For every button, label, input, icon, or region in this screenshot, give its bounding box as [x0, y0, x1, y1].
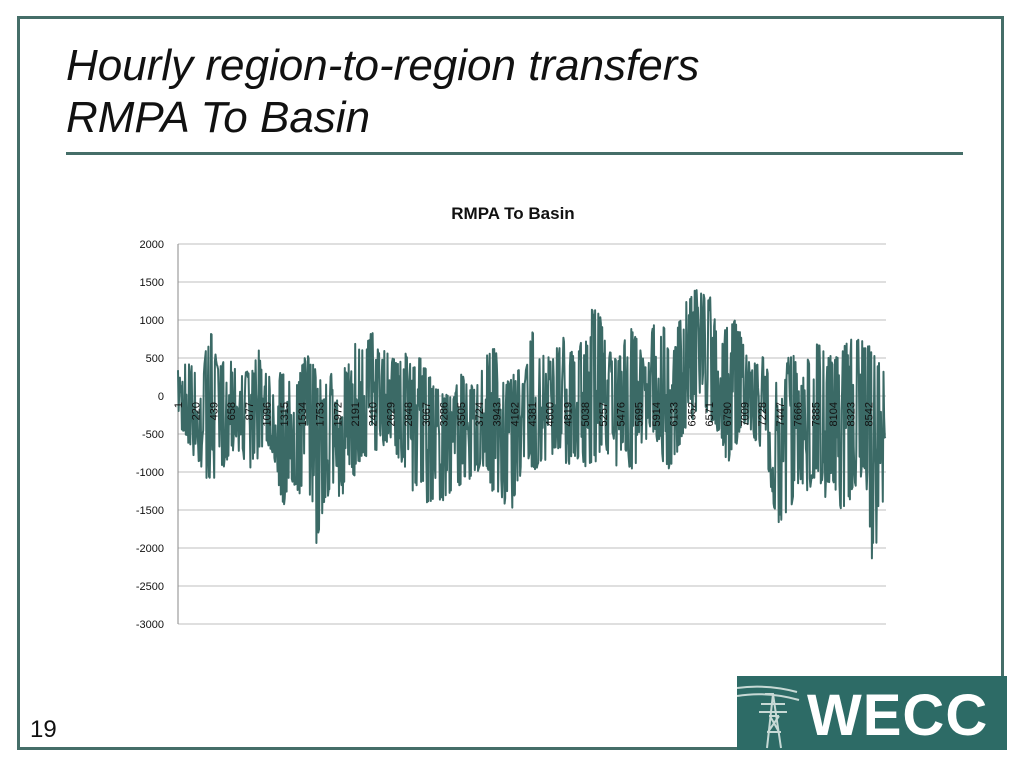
x-tick-label: 2191 [350, 402, 362, 426]
y-tick-label: -500 [142, 429, 164, 441]
x-tick-label: 5695 [633, 402, 645, 426]
x-tick-label: 7009 [740, 402, 752, 426]
x-tick-label: 439 [208, 402, 220, 420]
x-tick-label: 3067 [421, 402, 433, 426]
x-tick-label: 220 [191, 402, 203, 420]
x-tick-label: 5914 [651, 402, 663, 426]
x-tick-label: 1534 [297, 402, 309, 426]
y-tick-label: 500 [146, 353, 164, 365]
slide-title: Hourly region-to-region transfers RMPA T… [66, 40, 699, 144]
title-underline [66, 152, 963, 155]
chart-plot-area [177, 289, 887, 560]
y-tick-label: -2500 [136, 581, 164, 593]
x-tick-label: 8323 [846, 402, 858, 426]
y-axis-tick-labels: 2000 1500 1000 500 0 -500 -1000 -1500 -2000 -2500… [136, 239, 164, 631]
x-tick-label: 4819 [562, 402, 574, 426]
wecc-logo: WECC [737, 676, 1007, 750]
x-tick-label: 6571 [704, 402, 716, 426]
y-tick-label: -3000 [136, 619, 164, 631]
x-tick-label: 4162 [509, 402, 521, 426]
x-tick-label: 8542 [863, 402, 875, 426]
x-tick-label: 658 [226, 402, 238, 420]
slide-title-line-1: Hourly region-to-region transfers [66, 41, 700, 90]
slide-frame [17, 16, 1004, 750]
y-tick-label: 0 [158, 391, 164, 403]
x-tick-label: 5038 [580, 402, 592, 426]
x-tick-label: 5476 [616, 402, 628, 426]
y-tick-label: 1000 [140, 315, 164, 327]
x-tick-label: 7666 [793, 402, 805, 426]
x-tick-label: 1315 [279, 402, 291, 426]
slide-title-line-2: RMPA To Basin [66, 93, 371, 142]
x-tick-label: 1753 [315, 402, 327, 426]
x-tick-label: 6133 [669, 402, 681, 426]
x-tick-label: 1096 [262, 402, 274, 426]
x-tick-label: 5257 [598, 402, 610, 426]
x-tick-label: 1 [173, 402, 185, 408]
x-tick-label: 7885 [810, 402, 822, 426]
x-tick-label: 3505 [456, 402, 468, 426]
x-tick-label: 7447 [775, 402, 787, 426]
series-line [177, 289, 887, 560]
x-tick-label: 2629 [385, 402, 397, 426]
x-tick-label: 1972 [332, 402, 344, 426]
y-tick-label: -1500 [136, 505, 164, 517]
y-tick-label: -2000 [136, 543, 164, 555]
page-number: 19 [30, 716, 57, 743]
x-tick-label: 2410 [368, 402, 380, 426]
x-tick-label: 4381 [527, 402, 539, 426]
x-axis-tick-labels: 1 220 439 658 877 1096 1315 1534 1753 1972 2191 241… [173, 402, 875, 426]
x-tick-label: 6790 [722, 402, 734, 426]
x-tick-label: 8104 [828, 402, 840, 426]
x-tick-label: 2848 [403, 402, 415, 426]
x-tick-label: 877 [244, 402, 256, 420]
y-tick-label: -1000 [136, 467, 164, 479]
y-tick-label: 1500 [140, 277, 164, 289]
x-tick-label: 3943 [492, 402, 504, 426]
chart-title: RMPA To Basin [451, 204, 574, 223]
x-tick-label: 4600 [545, 402, 557, 426]
x-tick-label: 6352 [686, 402, 698, 426]
x-tick-label: 3286 [439, 402, 451, 426]
x-tick-label: 7228 [757, 402, 769, 426]
y-tick-label: 2000 [140, 239, 164, 251]
transmission-tower-icon [737, 685, 800, 749]
x-tick-label: 3724 [474, 402, 486, 426]
logo-text: WECC [807, 683, 989, 748]
